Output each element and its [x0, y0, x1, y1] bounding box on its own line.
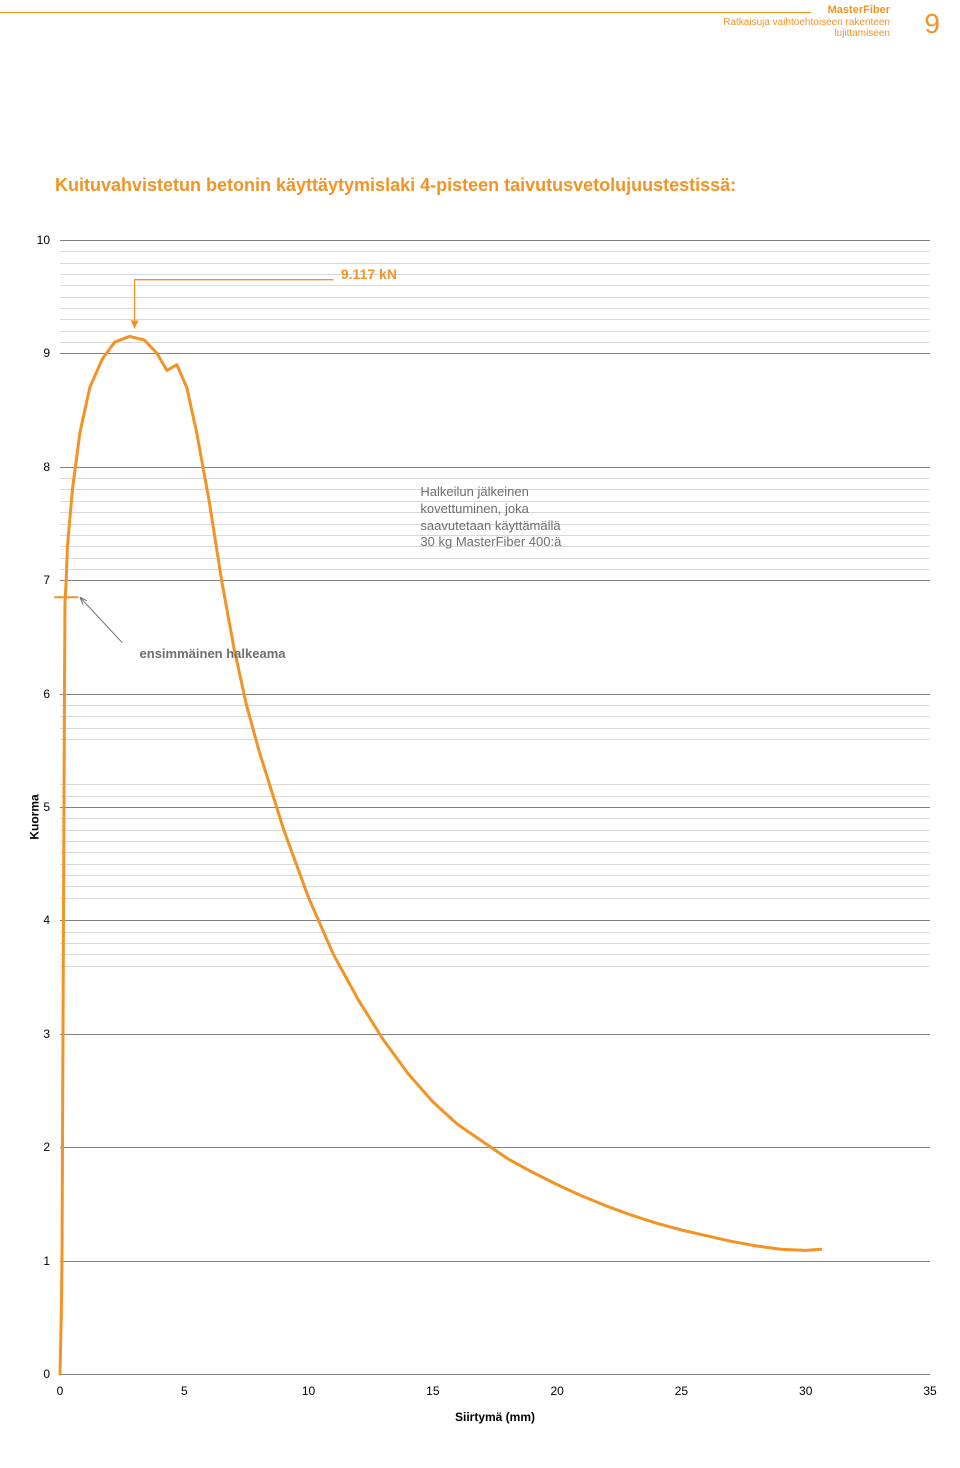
first-crack-label: ensimmäinen halkeama — [140, 646, 286, 663]
y-tick-label: 7 — [43, 573, 50, 587]
y-tick-label: 3 — [43, 1027, 50, 1041]
chart-title: Kuituvahvistetun betonin käyttäytymislak… — [55, 175, 736, 196]
curve-svg — [60, 240, 930, 1374]
post-crack-annotation-line: Halkeilun jälkeinen — [420, 484, 561, 501]
page-number: 9 — [924, 8, 940, 40]
y-tick-label: 4 — [43, 913, 50, 927]
x-tick-label: 25 — [675, 1384, 688, 1398]
y-tick-label: 2 — [43, 1140, 50, 1154]
y-axis-label: Kuorma — [28, 794, 42, 839]
y-tick-label: 8 — [43, 460, 50, 474]
x-tick-label: 15 — [426, 1384, 439, 1398]
y-tick-label: 9 — [43, 346, 50, 360]
post-crack-annotation-line: kovettuminen, joka — [420, 501, 561, 518]
post-crack-annotation-line: saavutetaan käyttämällä — [420, 518, 561, 535]
x-tick-label: 30 — [799, 1384, 812, 1398]
header-rule — [0, 12, 811, 13]
post-crack-annotation: Halkeilun jälkeinenkovettuminen, jokasaa… — [420, 484, 561, 552]
y-tick-label: 10 — [37, 233, 50, 247]
peak-label: 9.117 kN — [341, 266, 397, 282]
x-axis-label: Siirtymä (mm) — [60, 1410, 930, 1424]
x-tick-label: 35 — [923, 1384, 936, 1398]
plot-area: 0123456789109.117 kNensimmäinen halkeama… — [60, 240, 930, 1374]
peak-callout-arrow — [131, 280, 334, 329]
x-tick-label: 20 — [550, 1384, 563, 1398]
major-gridline — [60, 1374, 930, 1375]
x-tick-label: 5 — [181, 1384, 188, 1398]
chart-container: Kuorma 0 1 2 3 4 5 6 7 8 9 10 9.117 kN ensimmäinen h… — [30, 240, 930, 1430]
page-header: MasterFiber Ratkaisuja vaihtoehtoiseen r… — [723, 4, 890, 40]
post-crack-annotation-line: 30 kg MasterFiber 400:ä — [420, 534, 561, 551]
header-line-2: Ratkaisuja vaihtoehtoiseen rakenteen — [723, 17, 890, 29]
x-tick-label: 10 — [302, 1384, 315, 1398]
y-tick-label: 0 — [43, 1367, 50, 1381]
y-tick-label: 1 — [43, 1254, 50, 1268]
first-crack-arrow-line — [80, 597, 122, 642]
y-tick-label: 6 — [43, 687, 50, 701]
x-tick-label: 0 — [57, 1384, 64, 1398]
header-line-1: MasterFiber — [723, 4, 890, 17]
y-tick-label: 5 — [43, 800, 50, 814]
header-line-3: lujittamiseen — [723, 28, 890, 40]
